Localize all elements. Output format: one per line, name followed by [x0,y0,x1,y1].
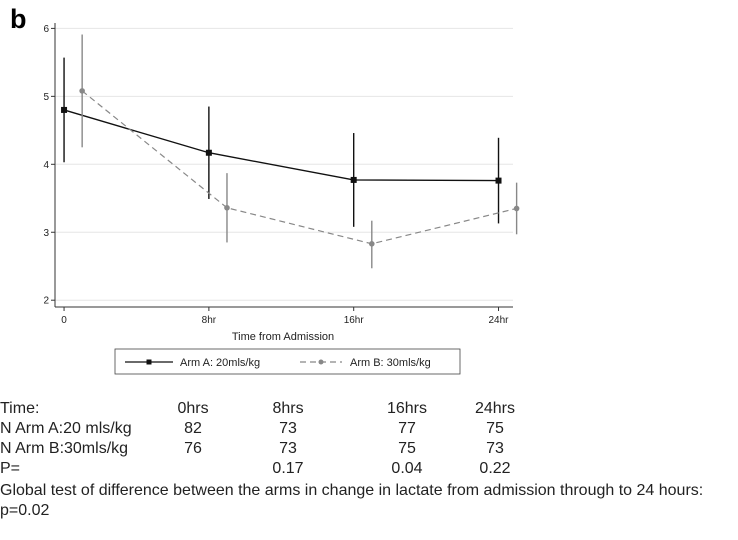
table-cell: 0hrs [177,400,209,417]
legend-label: Arm B: 30mls/kg [350,357,431,369]
data-point [350,176,357,183]
table-cell: 75 [398,440,416,457]
table-cell: 0.04 [391,460,423,477]
legend: Arm A: 20mls/kg Arm B: 30mls/kg [114,348,461,375]
table-cell: 75 [486,420,504,437]
table-cell: 82 [184,420,202,437]
table-cell: 73 [486,440,504,457]
data-point [224,204,230,211]
x-tick-label: 16hr [344,315,365,326]
x-tick-label: 8hr [202,315,217,326]
x-axis-title: Time from Admission [232,331,334,343]
series-line [81,90,517,245]
series-layer [61,34,520,269]
y-tick-label: 4 [43,160,49,171]
table-cell: 16hrs [386,400,428,417]
table-cell: 73 [279,440,297,457]
table-cell: 73 [279,420,297,437]
legend-items: Arm A: 20mls/kg Arm B: 30mls/kg [125,357,431,369]
sample-size-table: Time: 0hrs 8hrs 16hrs 24hrs N Arm A:20 mls/kg… [0,399,738,479]
x-tick-label: 0 [61,315,67,326]
y-tick-label: 5 [43,92,49,103]
y-tick-label: 3 [43,228,49,239]
y-tick-label: 2 [43,296,49,307]
data-point [513,205,520,212]
data-point [368,241,375,247]
table-row: N Arm A:20 mls/kg 82 73 77 75 [0,419,738,439]
table-row: Time: 0hrs 8hrs 16hrs 24hrs [0,399,738,419]
table-cell: 0.22 [479,460,511,477]
table-cell: 76 [184,440,202,457]
table-cell: 8hrs [272,400,304,417]
x-tick-label: 24hr [489,315,510,326]
footnote: Global test of difference between the ar… [0,482,704,519]
series-line [63,109,499,182]
grid-layer [55,27,513,301]
panel-label: b [10,4,27,34]
legend-label: Arm A: 20mls/kg [180,357,260,369]
table-row: P= 0.17 0.04 0.22 [0,459,738,479]
table-cell: 24hrs [474,400,516,417]
axes-layer: 2 3 4 5 6 0 8hr 16hr 24hr [43,23,513,326]
row-header: N Arm A:20 mls/kg [0,420,132,437]
legend-marker [146,359,152,365]
data-point [495,177,502,184]
table-cell: 0.17 [272,460,304,477]
lactate-line-chart: 2 3 4 5 6 0 8hr 16hr 24hr Time from Admission Ar… [43,23,520,375]
y-tick-label: 6 [43,24,49,35]
legend-marker [318,359,324,365]
data-point [79,88,85,94]
data-point [61,106,68,113]
row-header: N Arm B:30mls/kg [0,440,129,457]
row-header: P= [0,460,21,477]
row-header: Time: [0,400,40,417]
data-point [205,149,212,156]
table-row: N Arm B:30mls/kg 76 73 75 73 [0,439,738,459]
table-cell: 77 [398,420,416,437]
